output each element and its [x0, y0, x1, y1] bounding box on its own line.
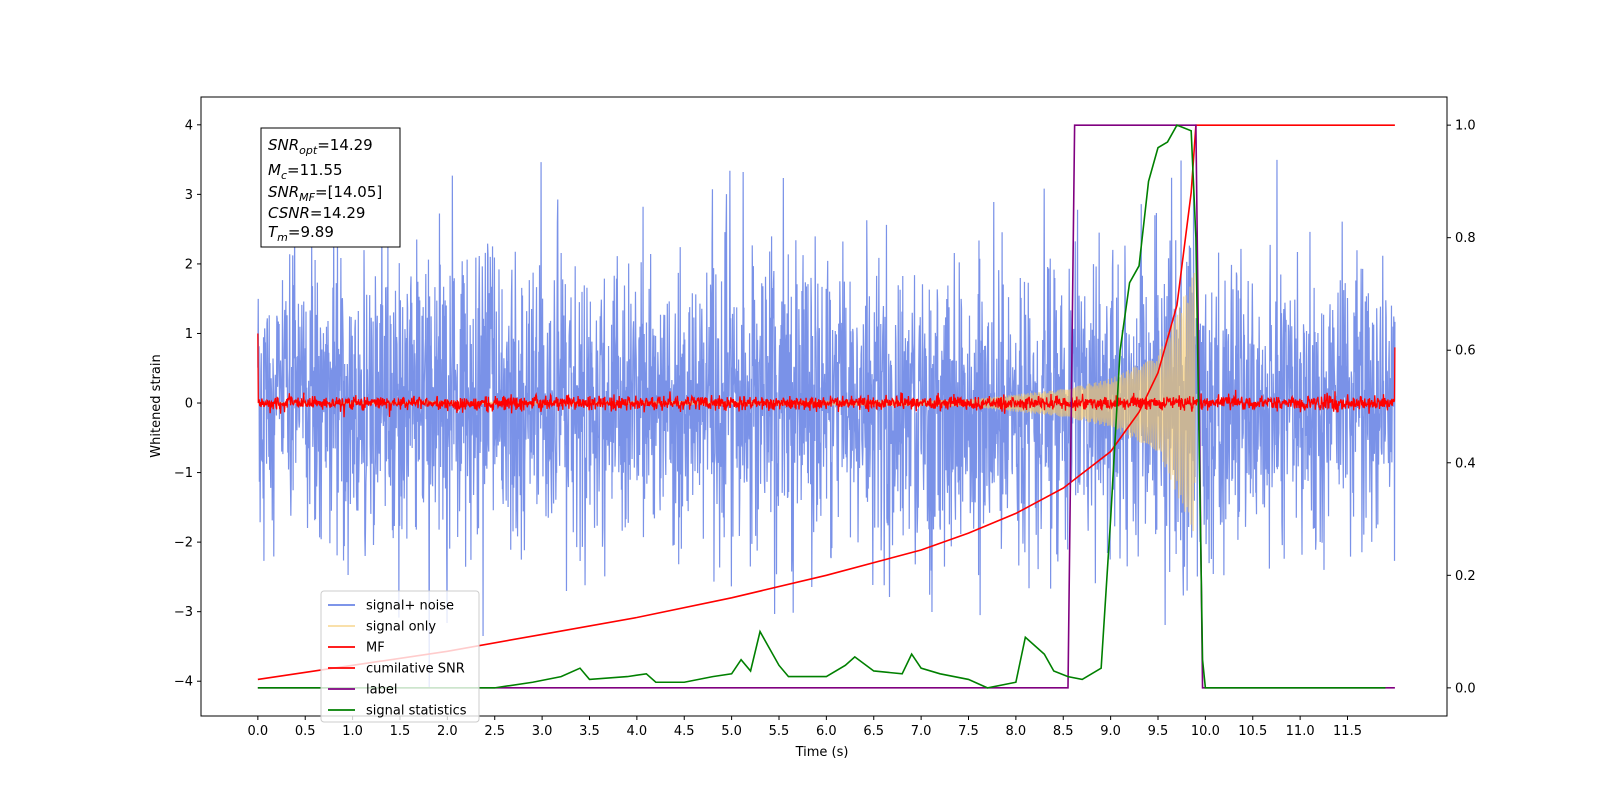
x-tick-label: 2.5 [484, 724, 505, 739]
x-tick-label: 11.5 [1333, 724, 1362, 739]
legend-label-mf: MF [366, 641, 385, 656]
x-tick-label: 1.0 [342, 724, 363, 739]
x-tick-label: 11.0 [1286, 724, 1315, 739]
x-tick-label: 6.0 [816, 724, 837, 739]
y-right-tick-label: 0.2 [1455, 569, 1476, 584]
legend-label-cumilative-snr: cumilative SNR [366, 662, 465, 677]
x-tick-label: 9.5 [1148, 724, 1169, 739]
y-left-tick-label: −2 [174, 536, 193, 551]
legend: signal+ noise signal only MF cumilative SNR… [320, 590, 480, 723]
x-tick-label: 3.0 [532, 724, 553, 739]
y-left-tick-label: −3 [174, 605, 193, 620]
x-tick-label: 8.0 [1006, 724, 1027, 739]
series-cumilative-snr [257, 124, 1395, 681]
series-signal-noise [257, 159, 1396, 689]
series-signal-statistics [257, 124, 1386, 689]
x-tick-label: 10.0 [1191, 724, 1220, 739]
x-tick-label: 3.5 [579, 724, 600, 739]
x-tick-label: 1.5 [390, 724, 411, 739]
legend-label-label: label [366, 683, 397, 698]
legend-label-signal-statistics: signal statistics [366, 704, 467, 719]
y-axis-left: −4 −3 −2 −1 0 1 2 3 4 [174, 118, 201, 690]
y-right-tick-label: 0.6 [1455, 344, 1476, 359]
x-tick-label: 7.5 [958, 724, 979, 739]
x-tick-label: 4.0 [627, 724, 648, 739]
plot-area [257, 124, 1396, 689]
axes-frame [200, 96, 1448, 717]
y-right-tick-label: 0.8 [1455, 231, 1476, 246]
x-tick-label: 2.0 [437, 724, 458, 739]
annotation-csnr: CSNR=14.29 [268, 204, 365, 222]
y-left-tick-label: −4 [174, 675, 193, 690]
x-axis: 0.0 0.5 1.0 1.5 2.0 2.5 3.0 3.5 4.0 4.5 5.0 5.5 6.0 6… [248, 716, 1362, 739]
annotation-mc: Mc=11.55 [268, 161, 343, 182]
legend-label-signal-noise: signal+ noise [366, 599, 454, 614]
y-right-tick-label: 0.4 [1455, 456, 1476, 471]
legend-label-signal-only: signal only [366, 620, 436, 635]
x-tick-label: 6.5 [863, 724, 884, 739]
x-tick-label: 5.0 [721, 724, 742, 739]
y-right-tick-label: 1.0 [1455, 119, 1476, 134]
y-axis-right: 0.0 0.2 0.4 0.6 0.8 1.0 [1447, 119, 1476, 696]
annotation-snr-opt: SNRopt=14.29 [268, 136, 373, 157]
y-left-tick-label: 0 [185, 397, 193, 412]
y-axis-label: Whitened strain [149, 354, 164, 457]
y-left-tick-label: 4 [185, 118, 193, 133]
annotation-snr-mf: SNRMF=[14.05] [268, 183, 382, 204]
y-right-tick-label: 0.0 [1455, 681, 1476, 696]
x-tick-label: 7.0 [911, 724, 932, 739]
y-left-tick-label: 3 [185, 188, 193, 203]
x-tick-label: 9.0 [1100, 724, 1121, 739]
x-axis-label: Time (s) [795, 745, 849, 760]
annotation-box: SNRopt=14.29 Mc=11.55 SNRMF=[14.05] CSNR… [260, 127, 401, 248]
x-tick-label: 5.5 [769, 724, 790, 739]
y-left-tick-label: −1 [174, 466, 193, 481]
annotation-tm: Tm=9.89 [268, 223, 334, 244]
y-left-tick-label: 2 [185, 257, 193, 272]
series-mf [257, 333, 1396, 418]
x-tick-label: 4.5 [674, 724, 695, 739]
x-tick-label: 0.5 [295, 724, 316, 739]
y-left-tick-label: 1 [185, 327, 193, 342]
x-tick-label: 0.0 [248, 724, 269, 739]
x-tick-label: 10.5 [1238, 724, 1267, 739]
x-tick-label: 8.5 [1053, 724, 1074, 739]
